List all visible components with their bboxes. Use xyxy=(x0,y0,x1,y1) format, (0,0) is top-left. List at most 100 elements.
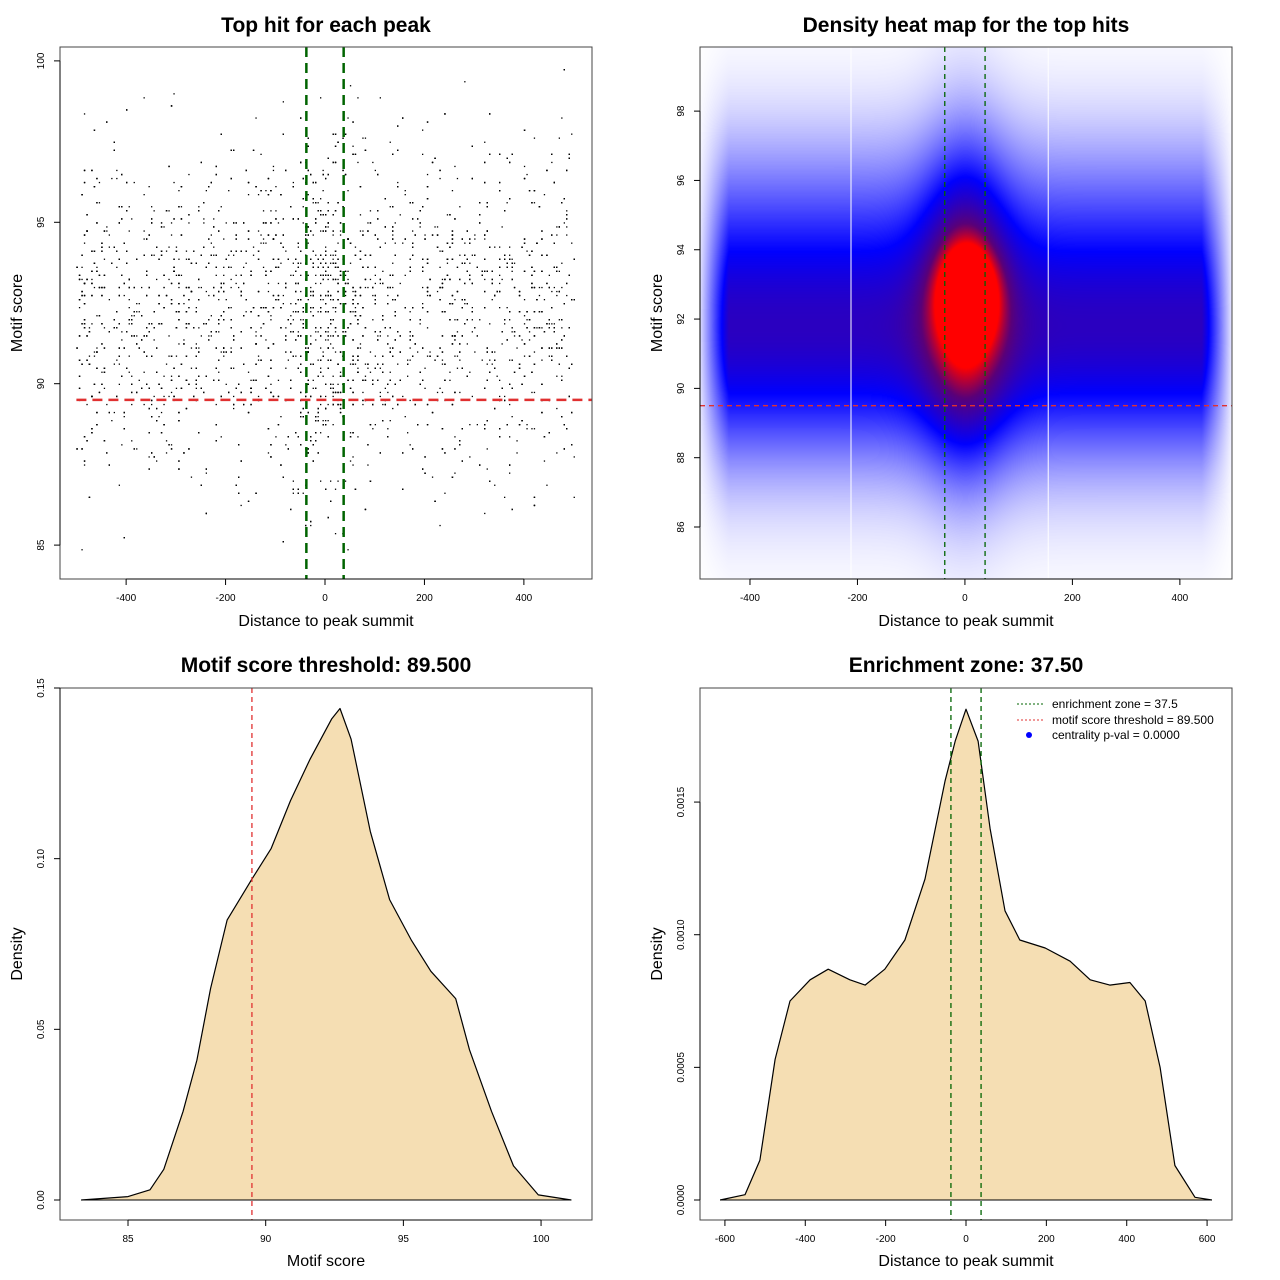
scatter-point xyxy=(511,266,513,268)
scatter-point xyxy=(128,299,130,301)
scatter-point xyxy=(511,331,513,333)
scatter-point xyxy=(158,303,160,305)
scatter-point xyxy=(317,210,319,212)
scatter-point xyxy=(571,133,573,135)
scatter-point xyxy=(523,323,526,325)
scatter-point xyxy=(377,210,379,212)
scatter-point xyxy=(439,177,441,180)
scatter-point xyxy=(354,254,357,256)
scatter-point xyxy=(255,363,257,365)
scatter-point xyxy=(292,355,294,357)
scatter-point xyxy=(168,210,170,212)
scatter-point xyxy=(392,355,394,357)
scatter-point xyxy=(325,262,327,264)
scatter-point xyxy=(349,387,352,389)
scatter-point xyxy=(499,436,501,438)
scatter-point xyxy=(412,218,414,220)
scatter-point xyxy=(523,315,526,317)
scatter-point xyxy=(347,327,349,329)
scatter-point xyxy=(307,194,309,196)
scatter-point xyxy=(297,262,299,264)
scatter-point xyxy=(101,343,103,345)
scatter-point xyxy=(86,335,88,337)
scatter-point xyxy=(541,286,543,289)
scatter-point xyxy=(262,266,265,268)
scatter-point xyxy=(262,242,265,244)
scatter-point xyxy=(78,387,81,389)
scatter-point xyxy=(501,331,503,333)
scatter-point xyxy=(243,315,245,317)
scatter-point xyxy=(128,371,130,373)
scatter-point xyxy=(151,254,153,256)
scatter-point xyxy=(364,508,367,511)
scatter-point xyxy=(377,173,379,176)
scatter-point xyxy=(422,206,424,208)
scatter-point xyxy=(113,149,115,151)
scatter-point xyxy=(412,230,414,232)
scatter-point xyxy=(518,367,521,369)
scatter-point xyxy=(384,387,386,389)
scatter-point xyxy=(98,315,101,317)
scatter-point xyxy=(312,262,314,264)
scatter-point xyxy=(123,242,125,244)
scatter-point xyxy=(464,242,466,244)
scatter-point xyxy=(546,323,548,325)
scatter-point xyxy=(146,294,148,297)
scatter-point xyxy=(344,133,347,135)
scatter-point xyxy=(300,335,302,337)
scatter-point xyxy=(511,278,513,281)
scatter-point xyxy=(379,331,381,333)
scatter-point xyxy=(173,266,175,268)
scatter-point xyxy=(96,347,98,349)
scatter-point xyxy=(312,202,314,204)
scatter-point xyxy=(352,145,354,147)
scatter-point xyxy=(146,383,148,385)
scatter-point xyxy=(113,246,115,248)
scatter-point xyxy=(469,456,471,458)
scatter-point xyxy=(230,266,232,268)
scatter-point xyxy=(106,226,108,228)
scatter-point xyxy=(449,246,451,248)
scatter-point xyxy=(178,286,180,289)
scatter-point xyxy=(108,464,110,466)
scatter-point xyxy=(352,464,354,466)
scatter-point xyxy=(220,395,222,398)
scatter-point xyxy=(424,456,426,458)
scatter-point xyxy=(332,387,334,389)
scatter-point xyxy=(238,492,240,494)
scatter-point xyxy=(230,250,232,252)
panel3-xlabel: Motif score xyxy=(287,1253,365,1270)
scatter-point xyxy=(402,242,404,244)
scatter-point xyxy=(533,351,536,353)
scatter-point xyxy=(367,444,369,446)
scatter-point xyxy=(334,133,337,135)
scatter-point xyxy=(484,290,486,293)
scatter-point xyxy=(337,363,339,365)
scatter-point xyxy=(302,407,304,410)
scatter-point xyxy=(506,157,508,159)
scatter-point xyxy=(342,331,344,333)
scatter-point xyxy=(506,266,508,268)
scatter-point xyxy=(523,355,526,357)
scatter-point xyxy=(121,218,123,220)
scatter-point xyxy=(561,286,563,289)
scatter-point xyxy=(546,169,548,172)
scatter-point xyxy=(257,250,260,252)
scatter-point xyxy=(153,254,155,256)
scatter-point xyxy=(364,363,367,365)
scatter-point xyxy=(327,327,329,329)
scatter-point xyxy=(230,351,232,353)
scatter-point xyxy=(257,230,260,232)
scatter-point xyxy=(295,282,297,285)
scatter-point xyxy=(208,186,210,188)
scatter-point xyxy=(317,258,319,260)
scatter-point xyxy=(235,238,237,240)
scatter-point xyxy=(551,307,553,309)
scatter-point xyxy=(160,226,163,228)
scatter-point xyxy=(210,234,212,236)
scatter-point xyxy=(409,311,411,313)
scatter-point xyxy=(551,290,553,293)
scatter-point xyxy=(374,424,376,426)
scatter-point xyxy=(404,194,406,196)
scatter-point xyxy=(526,173,528,176)
